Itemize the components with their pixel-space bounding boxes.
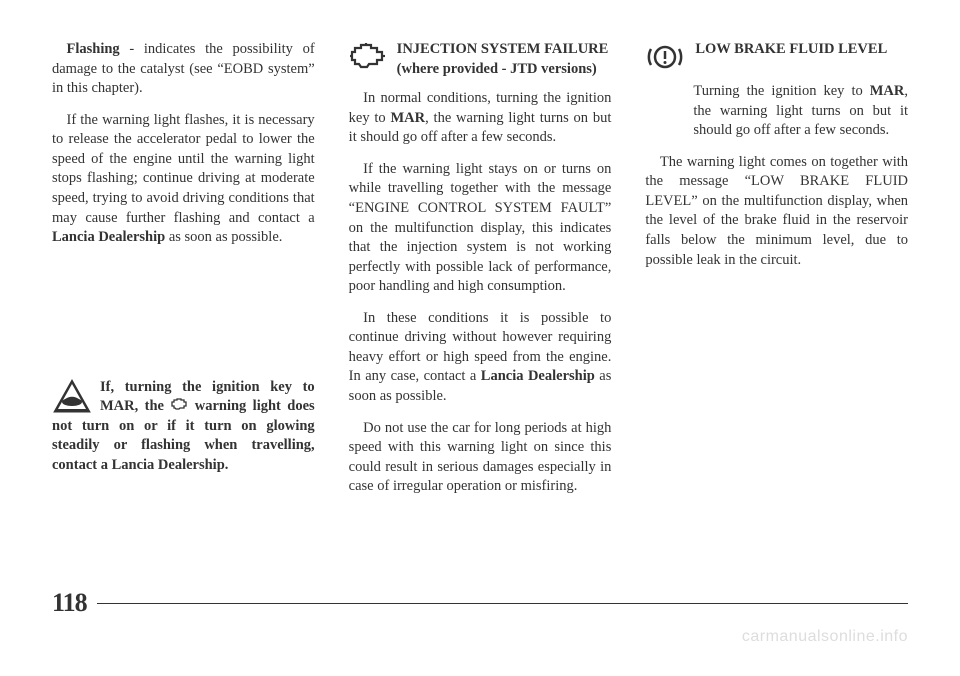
col2-p1: In normal conditions, turning the igniti…	[349, 89, 612, 148]
page-number: 118	[52, 588, 97, 618]
column-2: INJECTION SYSTEM FAILURE (where provided…	[349, 40, 612, 509]
brake-warning-icon	[645, 42, 685, 72]
c2p1b: MAR	[390, 110, 425, 126]
col2-title-sub: where provided - JTD versions	[402, 61, 592, 77]
col2-p3: In these conditions it is possible to co…	[349, 309, 612, 407]
c3p1a: Turning the ignition key to	[693, 83, 869, 99]
engine-small-icon	[170, 397, 188, 417]
col1-p2b: Lancia Dealership	[52, 229, 165, 245]
column-1: Flashing - indicates the possibility of …	[52, 40, 315, 509]
col2-title-main: INJECTION SYSTEM FAILURE	[397, 41, 609, 57]
col3-p2: The warning light comes on together with…	[645, 153, 908, 270]
col3-p1: Turning the ignition key to MAR, the war…	[645, 82, 908, 141]
c3p1b: MAR	[870, 83, 905, 99]
page-content: Flashing - indicates the possibility of …	[0, 0, 960, 509]
paren-close: )	[592, 61, 597, 77]
flashing-label: Flashing	[67, 41, 120, 57]
watermark: carmanualsonline.info	[742, 628, 908, 646]
col2-title: INJECTION SYSTEM FAILURE (where provided…	[349, 40, 612, 79]
col2-p2: If the warning light stays on or turns o…	[349, 160, 612, 297]
col1-p2a: If the warning light flashes, it is nece…	[52, 112, 315, 226]
col2-header: INJECTION SYSTEM FAILURE (where provided…	[349, 40, 612, 79]
col1-p1: Flashing - indicates the possibility of …	[52, 40, 315, 99]
column-3: LOW BRAKE FLUID LEVEL Turning the igniti…	[645, 40, 908, 509]
col1-p2: If the warning light flashes, it is nece…	[52, 111, 315, 248]
warning-block: If, turning the ignition key to MAR, the…	[52, 378, 315, 476]
engine-icon	[349, 42, 387, 70]
c2p3b: Lancia Dealership	[481, 368, 595, 384]
col2-p4: Do not use the car for long periods at h…	[349, 419, 612, 497]
col1-p2c: as soon as possible.	[165, 229, 282, 245]
warning-triangle-icon	[52, 378, 92, 414]
col3-header: LOW BRAKE FLUID LEVEL	[645, 40, 908, 72]
page-number-bar: 118	[52, 603, 908, 604]
